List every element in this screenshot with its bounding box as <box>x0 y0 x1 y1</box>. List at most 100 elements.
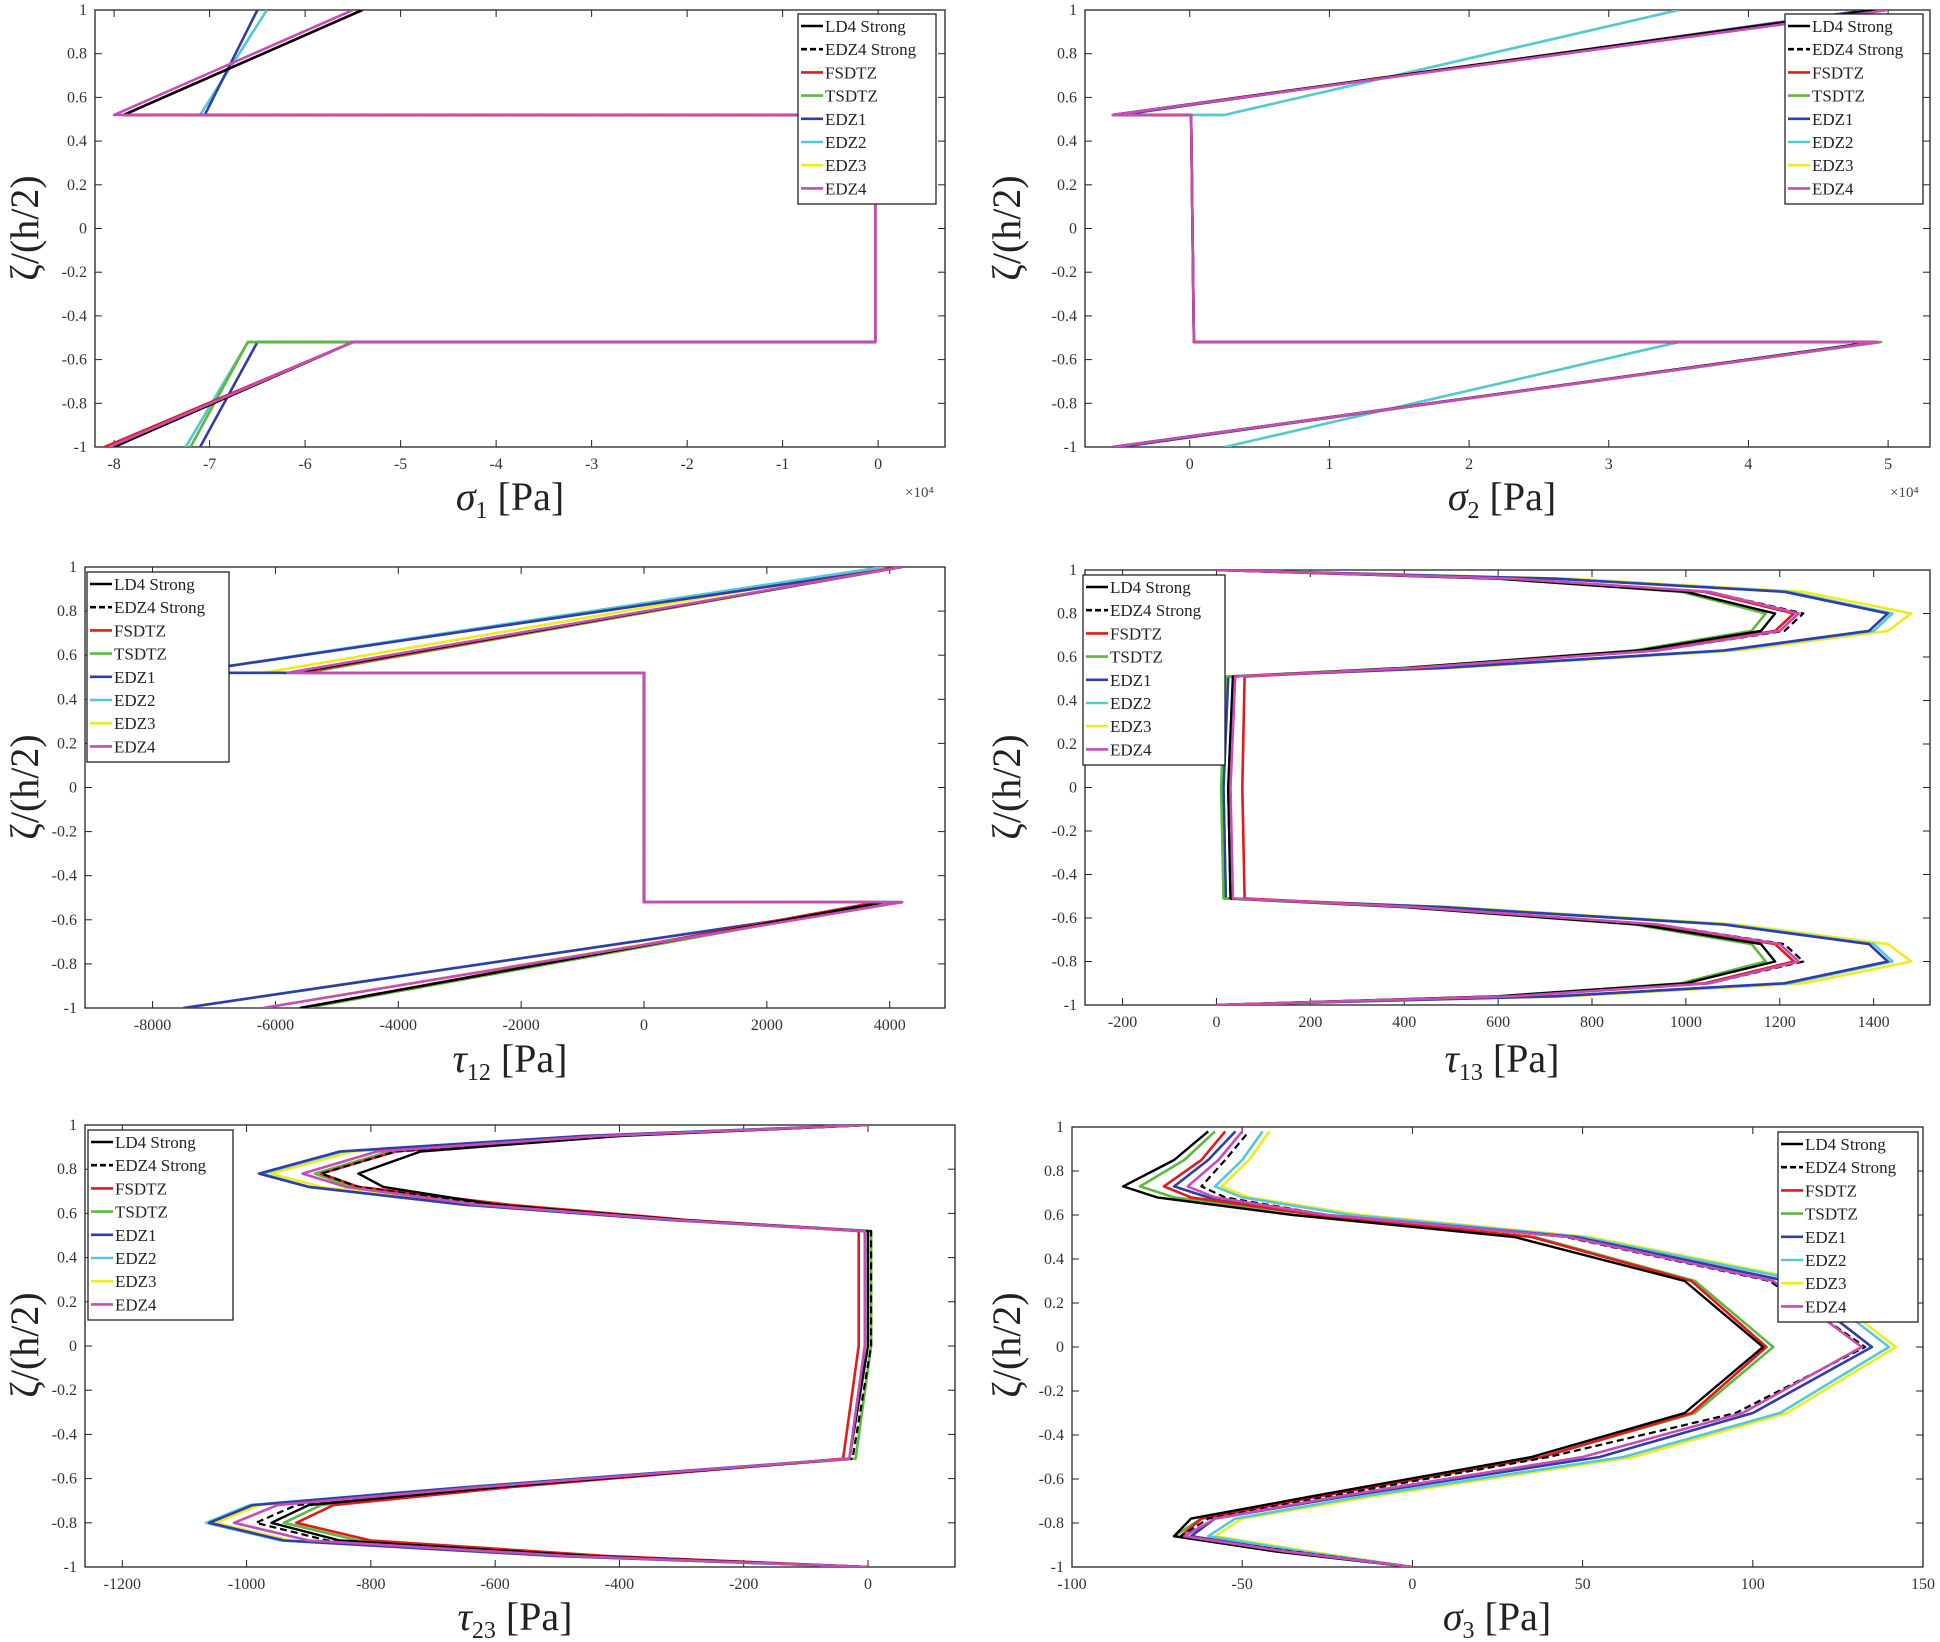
series-line-edz1 <box>1216 570 1890 1005</box>
series-line-fsdtz <box>1162 1130 1768 1567</box>
y-tick-label: -0.4 <box>1052 308 1077 325</box>
y-tick-label: -0.2 <box>1052 823 1077 840</box>
legend-box <box>1082 574 1226 766</box>
x-tick-label: 50 <box>1575 1576 1591 1593</box>
legend-label: EDZ1 <box>1805 1228 1847 1247</box>
legend-box <box>86 571 230 763</box>
legend-label: FSDTZ <box>1805 1181 1857 1200</box>
legend-label: EDZ3 <box>1110 717 1152 736</box>
y-tick-label: -0.8 <box>1052 954 1077 971</box>
chart-panel-3: -8000 -6000 -4000 -2000 0 2000 4000 -1 -0.8 -0.6 -… <box>2 559 946 1086</box>
y-tick-label: 1 <box>69 559 77 576</box>
legend-label: EDZ1 <box>1812 110 1854 129</box>
x-tick-label: 0 <box>864 1576 872 1593</box>
y-tick-label: -1 <box>74 439 87 456</box>
legend-box <box>1784 13 1924 205</box>
x-tick-label: 4 <box>1744 456 1752 473</box>
legend-label: EDZ2 <box>1110 694 1152 713</box>
legend-label: EDZ3 <box>825 156 867 175</box>
legend-label: EDZ4 Strong <box>825 40 917 59</box>
x-tick-label: 600 <box>1486 1014 1510 1031</box>
legend-label: TSDTZ <box>825 87 878 106</box>
y-axis-label: ζ/(h/2) <box>2 734 47 839</box>
y-tick-label: -0.6 <box>1039 1471 1064 1488</box>
x-tick-label: 4000 <box>874 1017 906 1034</box>
x-tick-label: 200 <box>1298 1014 1322 1031</box>
y-tick-label: -0.8 <box>52 1515 77 1532</box>
y-tick-label: 1 <box>79 2 87 19</box>
y-tick-label: 0.2 <box>57 735 77 752</box>
y-axis-label: ζ/(h/2) <box>984 1292 1029 1397</box>
series-line-edz4-strong <box>1179 1130 1867 1567</box>
legend-label: FSDTZ <box>114 621 166 640</box>
series-line-edz4 <box>108 10 877 447</box>
y-axis-label: ζ/(h/2) <box>984 734 1029 839</box>
y-tick-label: 0.8 <box>57 603 77 620</box>
y-tick-label: 1 <box>1069 2 1077 19</box>
x-tick-label: -8000 <box>134 1017 171 1034</box>
y-tick-label: 0.2 <box>1057 177 1077 194</box>
y-tick-label: -1 <box>64 1559 77 1576</box>
x-tick-label: -50 <box>1232 1576 1253 1593</box>
x-tick-label: 1 <box>1325 456 1333 473</box>
y-tick-label: 0.2 <box>57 1294 77 1311</box>
y-tick-label: -0.4 <box>52 868 77 885</box>
y-tick-label: -0.2 <box>1039 1383 1064 1400</box>
legend-label: EDZ2 <box>825 133 867 152</box>
y-tick-label: -0.4 <box>1052 867 1077 884</box>
x-tick-label: 0 <box>1408 1576 1416 1593</box>
y-tick-label: -0.8 <box>62 395 87 412</box>
y-tick-label: 0 <box>1056 1339 1064 1356</box>
x-tick-label: 2 <box>1465 456 1473 473</box>
chart-panel-2: 0 1 2 3 4 5 -1 -0.8 -0.6 -0.4 -0.2 0 0.2 0.4 0.6 0.8 1 LD… <box>984 2 1931 524</box>
legend-label: EDZ3 <box>1812 156 1854 175</box>
y-tick-label: 0.4 <box>1057 693 1077 710</box>
y-tick-label: 0.6 <box>57 1205 77 1222</box>
x-tick-label: 400 <box>1392 1014 1416 1031</box>
y-tick-label: -1 <box>1064 439 1077 456</box>
legend: LD4 Strong EDZ4 Strong FSDTZ TSDTZ EDZ1 EDZ2 E… <box>1777 1131 1919 1323</box>
y-tick-label: 0 <box>1069 221 1077 238</box>
axis-exponent: ×10⁴ <box>1890 485 1919 501</box>
legend: LD4 Strong EDZ4 Strong FSDTZ TSDTZ EDZ1 EDZ2 E… <box>87 1129 234 1321</box>
y-tick-label: -0.4 <box>52 1426 77 1443</box>
x-tick-label: -6000 <box>257 1017 294 1034</box>
x-tick-label: -600 <box>480 1576 509 1593</box>
legend-label: TSDTZ <box>114 645 167 664</box>
x-tick-label: 0 <box>874 456 882 473</box>
y-tick-label: 0.6 <box>1044 1207 1064 1224</box>
series-line-ld4-strong <box>1121 1130 1765 1567</box>
x-axis-label: τ13 [Pa] <box>1445 1036 1560 1086</box>
x-tick-label: -200 <box>1108 1014 1137 1031</box>
series-group <box>204 1125 873 1567</box>
series-line-edz2 <box>1206 1130 1891 1567</box>
x-tick-label: 0 <box>1212 1014 1220 1031</box>
chart-panel-5: -1200 -1000 -800 -600 -400 -200 0 -1 -0.8 -0.6 -0.… <box>2 1117 956 1642</box>
legend-label: TSDTZ <box>115 1203 168 1222</box>
y-tick-label: 0.2 <box>1044 1295 1064 1312</box>
x-tick-label: -1 <box>776 456 789 473</box>
series-line-edz4 <box>262 567 904 1008</box>
x-tick-label: 2000 <box>751 1017 783 1034</box>
y-tick-label: -1 <box>64 1000 77 1017</box>
legend: LD4 Strong EDZ4 Strong FSDTZ TSDTZ EDZ1 EDZ2 E… <box>1082 574 1226 766</box>
x-tick-label: 150 <box>1911 1576 1935 1593</box>
chart-panel-4: -200 0 200 400 600 800 1000 1200 1400 -1 -0.8 -0.6 -… <box>984 562 1931 1086</box>
y-tick-label: 0.6 <box>1057 649 1077 666</box>
series-line-edz4-strong <box>254 1125 873 1567</box>
x-tick-label: 1400 <box>1858 1014 1890 1031</box>
legend-box <box>87 1129 234 1321</box>
series-line-edz3 <box>1213 1130 1898 1567</box>
legend-label: EDZ3 <box>1805 1274 1847 1293</box>
series-line-edz4 <box>1216 570 1800 1005</box>
y-tick-label: -0.2 <box>52 824 77 841</box>
legend-label: TSDTZ <box>1812 87 1865 106</box>
y-tick-label: 0.6 <box>57 647 77 664</box>
legend-label: EDZ2 <box>1805 1251 1847 1270</box>
x-tick-label: 1200 <box>1764 1014 1796 1031</box>
y-tick-label: 1 <box>69 1117 77 1134</box>
legend-label: LD4 Strong <box>825 17 906 36</box>
y-tick-label: 0 <box>69 1338 77 1355</box>
legend-label: EDZ1 <box>114 668 156 687</box>
